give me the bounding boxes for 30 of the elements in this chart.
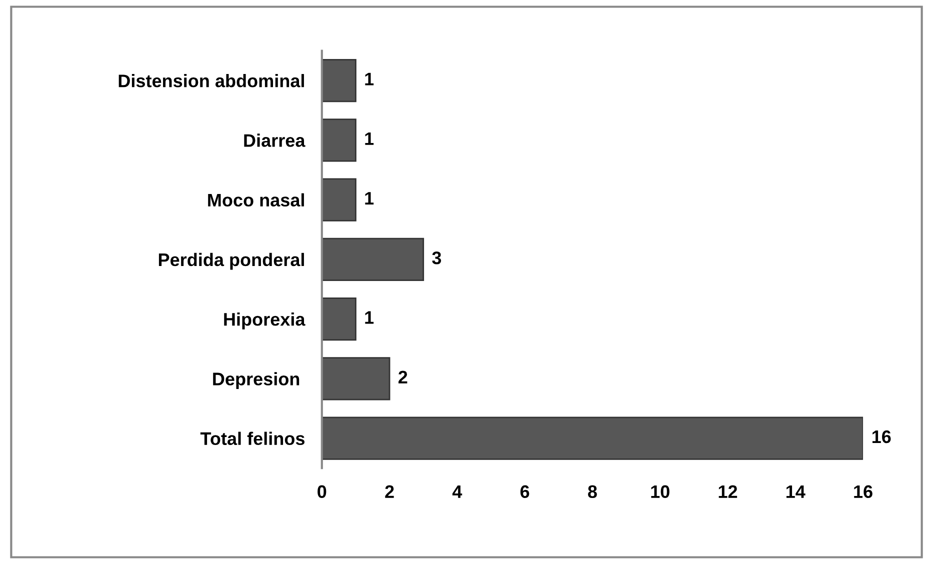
x-tick-label: 8: [588, 485, 597, 498]
bar: [322, 118, 356, 162]
y-tick-label: Diarrea: [244, 134, 306, 147]
bar: [322, 416, 864, 460]
y-tick-label: Total felinos: [200, 432, 304, 446]
y-tick-label: Distension abdominal: [118, 74, 304, 88]
data-label: 1: [365, 72, 374, 86]
x-tick-label: 16: [854, 485, 872, 498]
x-tick-label: 0: [318, 485, 326, 498]
data-label: 3: [432, 252, 442, 264]
x-tick-label: 2: [385, 485, 394, 498]
bar: [322, 298, 356, 341]
x-tick-label: 12: [718, 485, 738, 498]
data-label: 16: [872, 430, 891, 444]
y-tick-label: Perdida ponderal: [158, 252, 304, 270]
bar: [322, 59, 356, 102]
x-tick-label: 10: [651, 485, 670, 498]
data-label: 1: [365, 132, 374, 145]
y-tick-label: Hiporexia: [224, 312, 306, 330]
x-tick-label: 6: [520, 485, 530, 498]
x-tick-label: 14: [786, 485, 806, 498]
y-tick-label: Depresion: [213, 372, 300, 389]
data-label: 1: [365, 311, 374, 324]
bar: [322, 238, 424, 282]
data-label: 2: [398, 370, 408, 384]
bar: [322, 357, 390, 400]
x-tick-label: 4: [452, 485, 462, 498]
data-label: 1: [365, 192, 374, 204]
bar: [322, 178, 356, 222]
y-tick-label: Moco nasal: [208, 193, 304, 207]
